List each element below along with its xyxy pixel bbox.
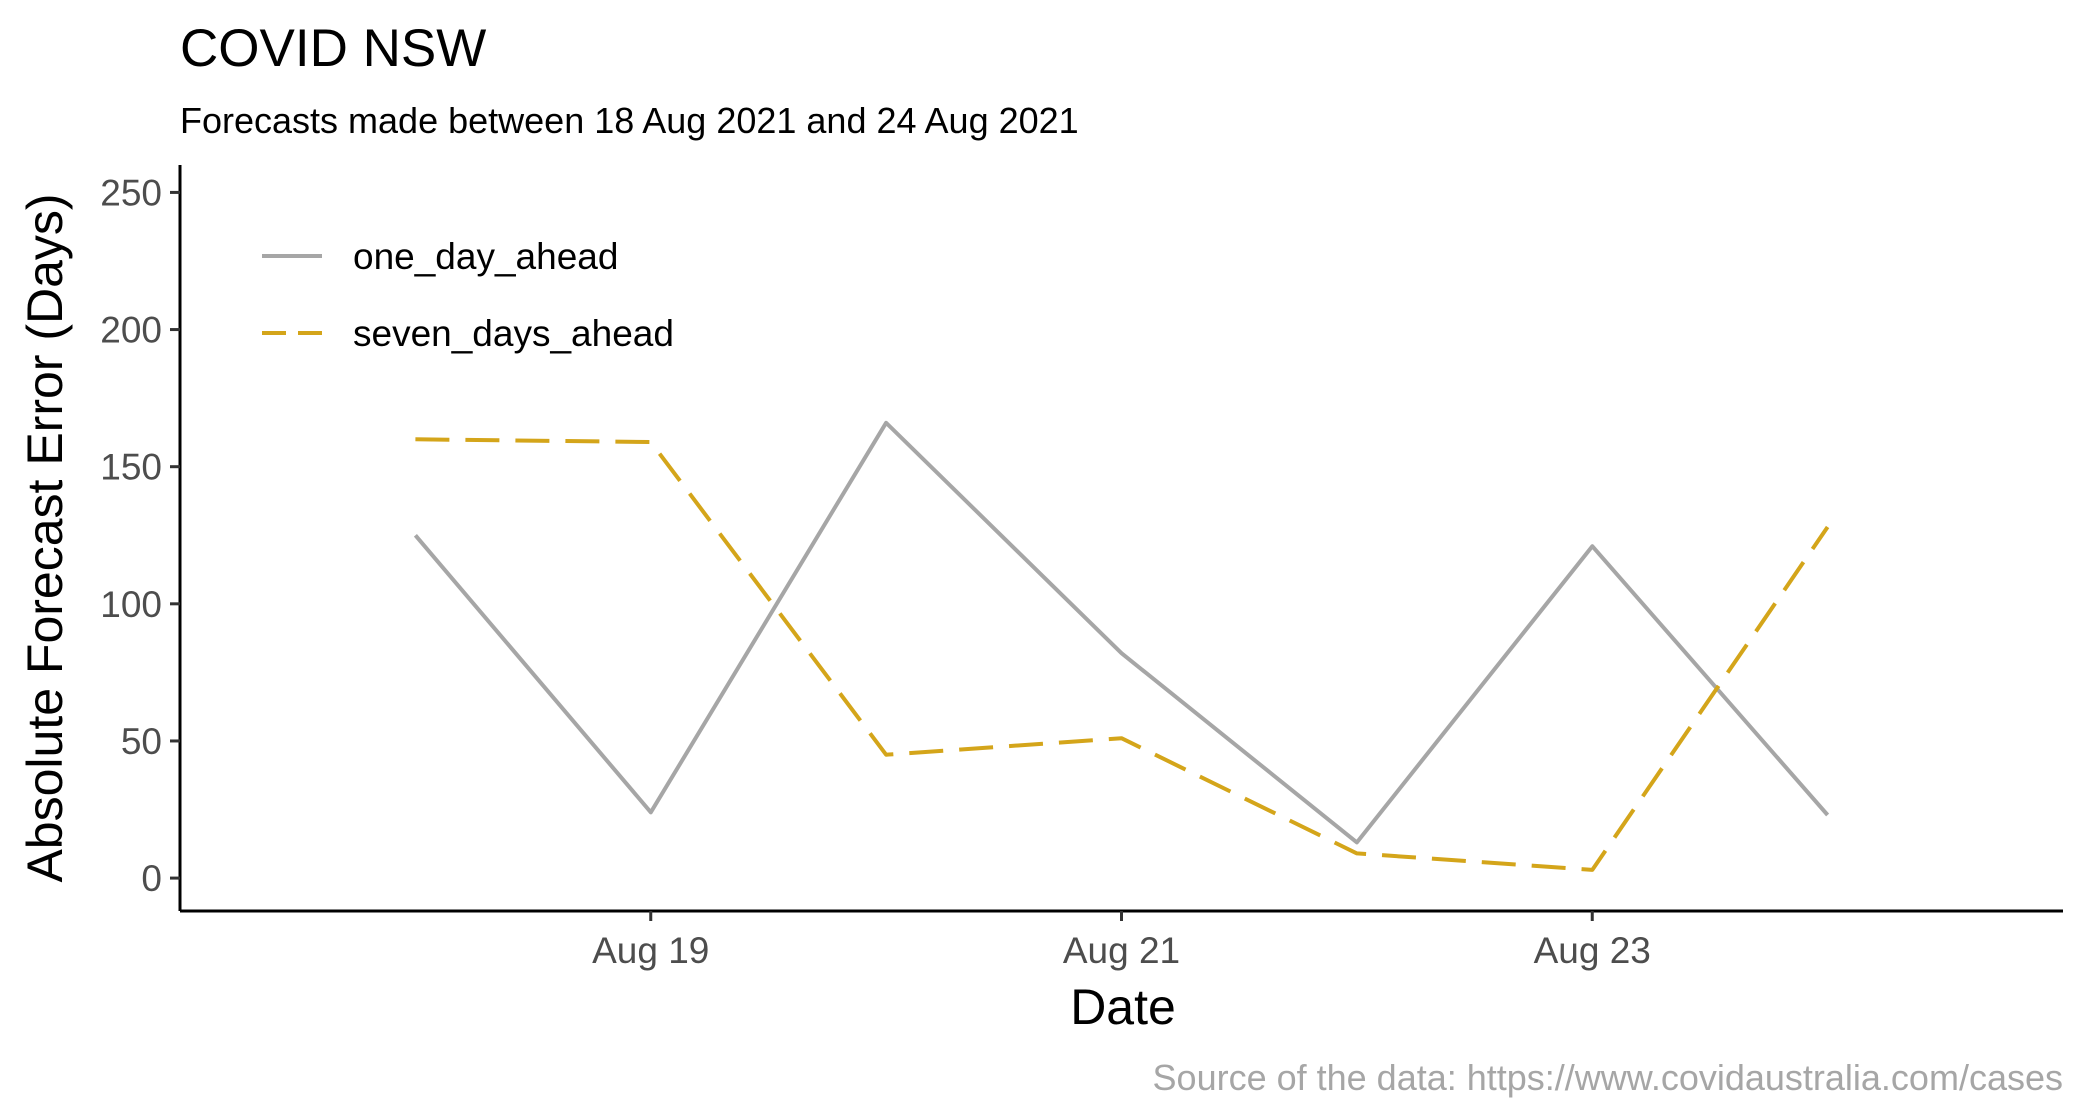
y-axis-title: Absolute Forecast Error (Days) [17,193,73,882]
chart-title: COVID NSW [180,19,486,78]
y-tick-label: 250 [100,172,162,213]
y-axis-ticks: 0 50 100 150 200 250 [100,172,180,899]
series-line-seven-days-ahead [415,437,1830,872]
series-lines [413,420,1830,872]
y-tick-label: 200 [100,310,162,351]
source-caption: Source of the data: https://www.covidaus… [1153,1057,2063,1098]
x-tick-label: Aug 19 [592,930,709,971]
y-tick-label: 100 [100,584,162,625]
series-line-one-day-ahead [413,420,1830,845]
legend: one_day_ahead seven_days_ahead [262,236,674,354]
legend-label-seven-days-ahead: seven_days_ahead [353,313,674,354]
x-axis-title: Date [1070,979,1176,1035]
x-axis-ticks: Aug 19 Aug 21 Aug 23 [592,911,1651,971]
x-tick-label: Aug 23 [1534,930,1651,971]
y-tick-label: 150 [100,447,162,488]
legend-label-one-day-ahead: one_day_ahead [353,236,618,277]
y-tick-label: 0 [141,858,162,899]
chart-subtitle: Forecasts made between 18 Aug 2021 and 2… [180,100,1079,141]
y-tick-label: 50 [121,721,162,762]
x-tick-label: Aug 21 [1063,930,1180,971]
